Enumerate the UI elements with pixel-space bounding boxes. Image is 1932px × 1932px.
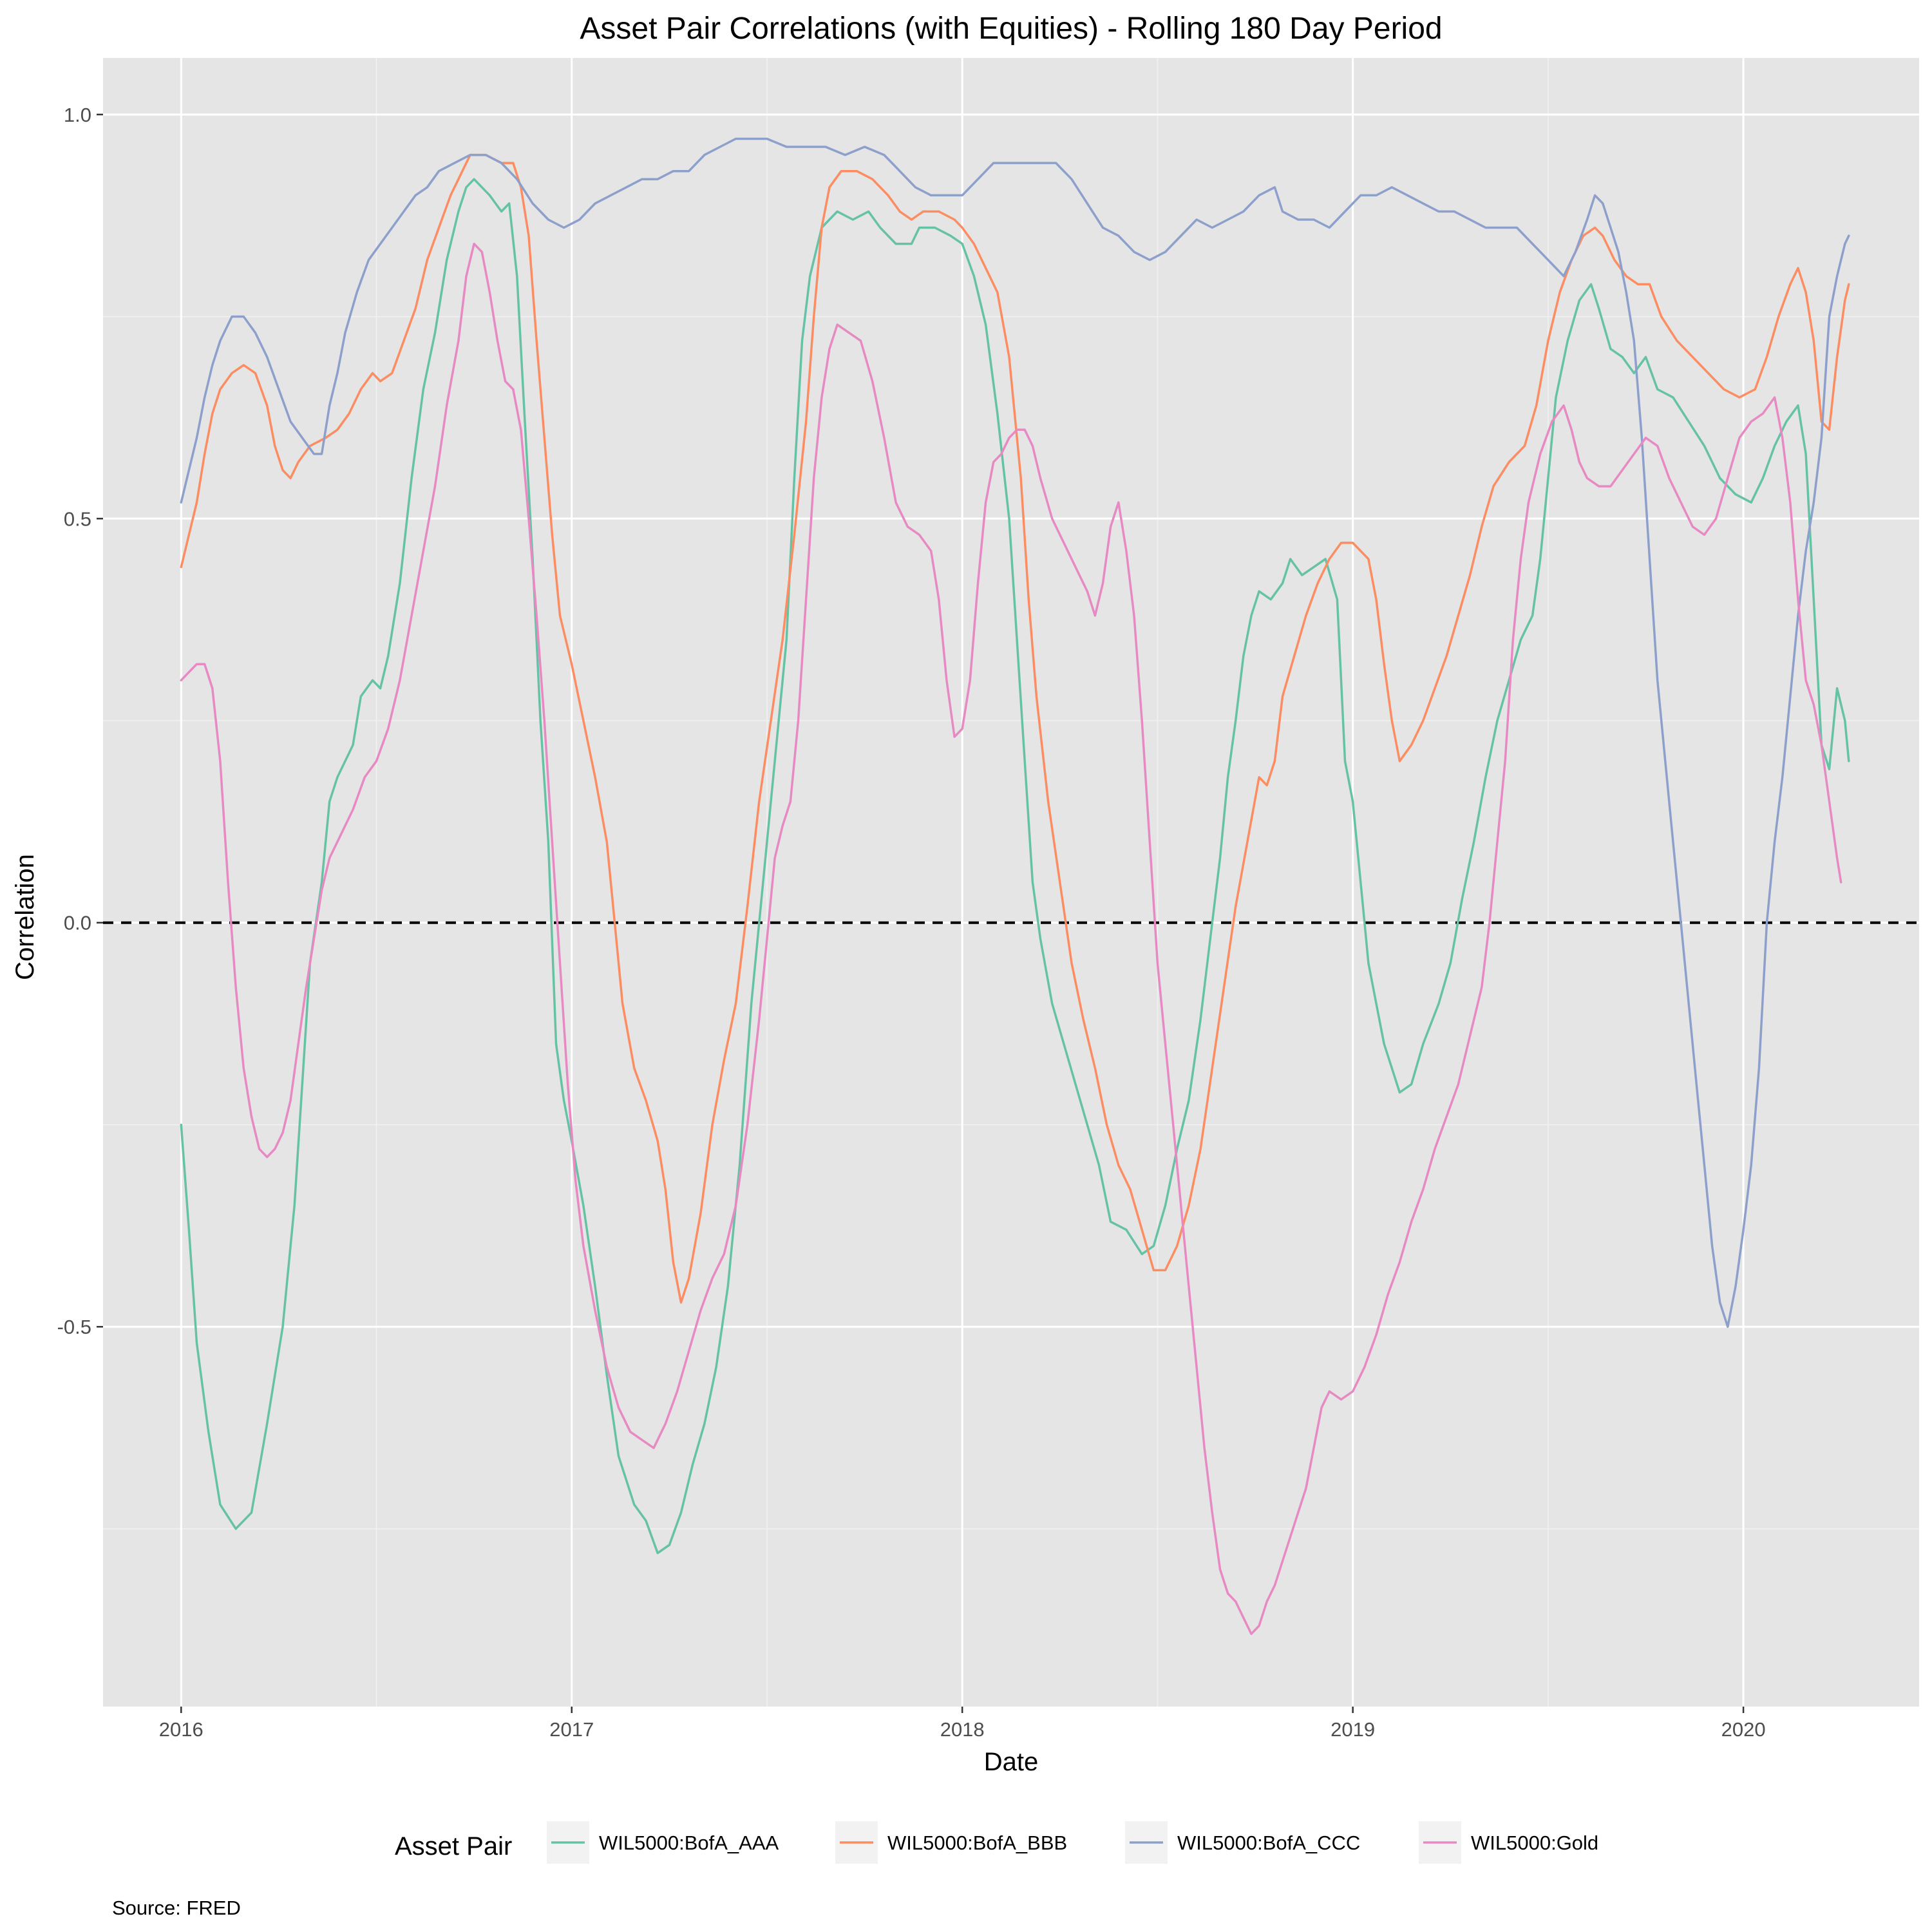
x-axis-title: Date [984, 1748, 1039, 1776]
y-tick-label: 1.0 [64, 104, 91, 126]
legend-label: WIL5000:Gold [1471, 1832, 1598, 1854]
x-tick-label: 2017 [549, 1718, 594, 1741]
minor-gridlines [103, 58, 1919, 1707]
legend-label: WIL5000:BofA_BBB [887, 1832, 1067, 1854]
series-line-4 [180, 242, 1842, 1635]
y-tick-label: 0.5 [64, 507, 91, 530]
plot-panel [103, 58, 1919, 1707]
x-axis-ticks: 2016 2017 2018 2019 2020 [159, 1707, 1766, 1741]
x-tick-label: 2016 [159, 1718, 204, 1741]
series-line-1 [180, 178, 1850, 1555]
x-tick-label: 2019 [1331, 1718, 1375, 1741]
source-caption: Source: FRED [112, 1897, 241, 1919]
series-lines [180, 137, 1850, 1635]
x-tick-label: 2018 [940, 1718, 985, 1741]
y-tick-label: 0.0 [64, 912, 91, 934]
chart-title: Asset Pair Correlations (with Equities) … [580, 12, 1442, 46]
legend-label: WIL5000:BofA_CCC [1177, 1832, 1360, 1854]
x-tick-label: 2020 [1721, 1718, 1766, 1741]
legend-title: Asset Pair [395, 1832, 512, 1861]
series-line-2 [180, 153, 1850, 1304]
y-tick-label: -0.5 [57, 1316, 91, 1338]
legend-label: WIL5000:BofA_AAA [599, 1832, 779, 1854]
major-gridlines [103, 58, 1919, 1707]
y-axis-title: Correlation [11, 854, 39, 980]
y-axis-ticks: -0.5 0.0 0.5 1.0 [57, 104, 103, 1338]
legend: Asset Pair WIL5000:BofA_AAA WIL5000:BofA_… [395, 1821, 1598, 1864]
series-line-3 [180, 137, 1850, 1328]
